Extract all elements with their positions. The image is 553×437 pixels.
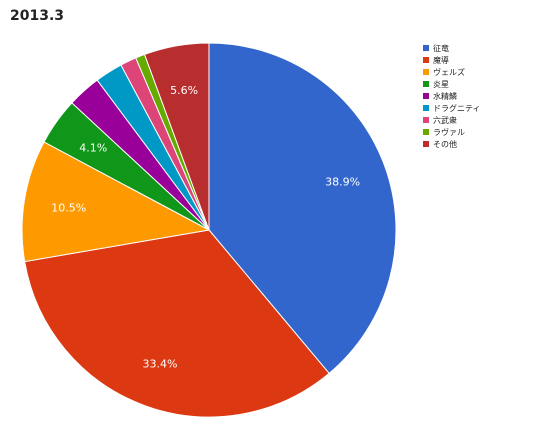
legend-swatch xyxy=(423,81,429,87)
slice-label: 10.5% xyxy=(51,201,86,214)
legend-label: ラヴァル xyxy=(433,127,465,137)
legend-item: 六武衆 xyxy=(423,114,481,126)
pie-slice xyxy=(143,42,210,231)
legend-item: ラヴァル xyxy=(423,126,481,138)
legend: 征竜魔導ヴェルズ炎星水精鱗ドラグニティ 六武衆ラヴァルその他 xyxy=(423,42,481,150)
legend-swatch xyxy=(423,117,429,123)
legend-item: 炎星 xyxy=(423,78,481,90)
slice-labels: 38.9% 33.4% 10.5% 4.1% 5.6% xyxy=(51,84,360,370)
pie-slice xyxy=(21,141,211,263)
pie-slice xyxy=(208,42,397,375)
legend-item: 水精鱗 xyxy=(423,90,481,102)
slice-label: 4.1% xyxy=(79,142,107,155)
legend-label: 魔導 xyxy=(433,55,449,65)
legend-label: 六武衆 xyxy=(433,115,457,125)
legend-label: ヴェルズ xyxy=(433,67,465,77)
legend-swatch xyxy=(423,57,429,63)
pie-slice xyxy=(24,229,330,418)
pie-slices xyxy=(21,42,397,418)
legend-label: 炎星 xyxy=(433,79,449,89)
legend-swatch xyxy=(423,129,429,135)
legend-swatch xyxy=(423,93,429,99)
legend-swatch xyxy=(423,69,429,75)
legend-swatch xyxy=(423,45,429,51)
slice-label: 33.4% xyxy=(143,357,178,370)
legend-label: 征竜 xyxy=(433,43,449,53)
legend-item: ヴェルズ xyxy=(423,66,481,78)
legend-item: その他 xyxy=(423,138,481,150)
legend-swatch xyxy=(423,141,429,147)
legend-item: ドラグニティ xyxy=(423,102,481,114)
slice-label: 5.6% xyxy=(170,84,198,97)
legend-item: 魔導 xyxy=(423,54,481,66)
chart-title: 2013.3 xyxy=(10,8,65,24)
legend-label: その他 xyxy=(433,139,457,149)
legend-label: ドラグニティ xyxy=(433,103,481,113)
slice-label: 38.9% xyxy=(325,175,360,188)
legend-label: 水精鱗 xyxy=(433,91,457,101)
legend-item: 征竜 xyxy=(423,42,481,54)
legend-swatch xyxy=(423,105,429,111)
